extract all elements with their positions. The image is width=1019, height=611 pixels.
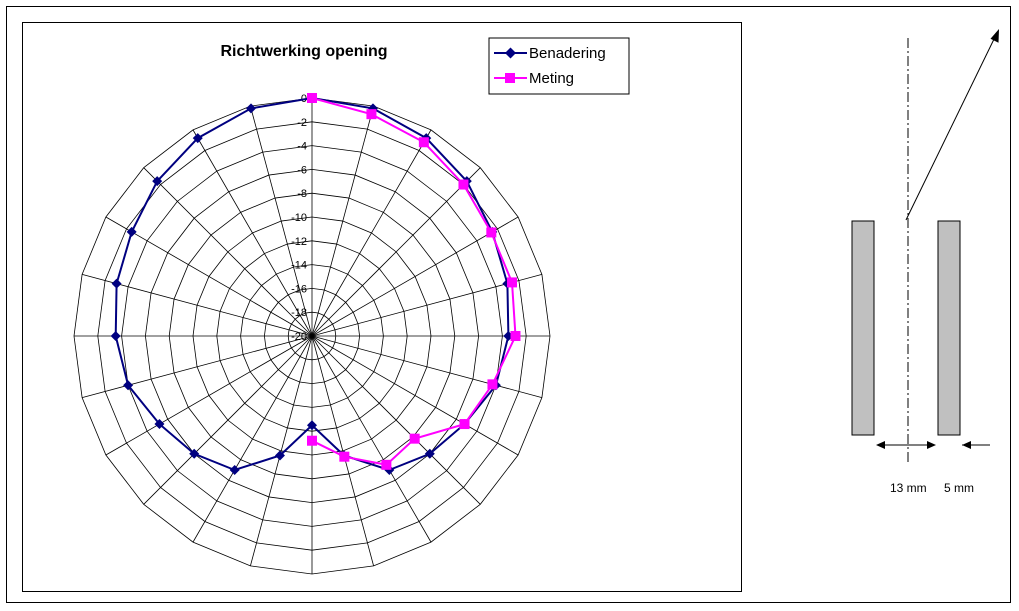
grid-spoke <box>143 167 313 337</box>
legend: Benadering Meting <box>488 37 630 95</box>
data-point-meting <box>307 93 317 103</box>
gap-arrow-left <box>876 441 885 449</box>
grid-spoke <box>250 335 313 566</box>
grid-spoke <box>311 216 519 337</box>
data-point-meting <box>510 331 521 341</box>
radial-tick-label: -2 <box>297 117 307 129</box>
series-layer <box>110 93 521 475</box>
series-line-meting <box>311 97 517 466</box>
legend-label-meting: Meting <box>529 70 574 87</box>
radial-tick-label: -8 <box>297 188 307 200</box>
data-point-benadering <box>189 448 200 459</box>
data-point-benadering <box>111 278 122 289</box>
grid-spoke <box>192 335 313 543</box>
grid-spoke <box>311 335 542 398</box>
radial-tick-label: -6 <box>297 164 307 176</box>
radial-tick-label: -16 <box>291 283 307 295</box>
wall-dimension-label: 5 mm <box>944 481 974 495</box>
data-point-meting <box>366 109 377 120</box>
chart-title: Richtwerking opening <box>220 43 387 60</box>
grid-spoke <box>192 129 313 337</box>
left-wall <box>851 220 875 436</box>
gap-arrow-right <box>927 441 936 449</box>
data-point-meting <box>381 459 392 470</box>
polar-grid <box>73 97 551 575</box>
grid-spoke <box>105 216 313 337</box>
radial-tick-labels: 0-2-4-6-8-10-12-14-16-18-20 <box>291 93 307 343</box>
radial-tick-label: -4 <box>297 141 307 153</box>
data-point-meting <box>459 419 470 430</box>
page-frame <box>6 6 1011 603</box>
grid-spoke <box>311 167 481 337</box>
data-point-benadering <box>307 420 317 431</box>
chart-frame <box>22 22 742 592</box>
grid-spoke <box>143 335 313 505</box>
grid-spoke <box>311 335 374 566</box>
gap-dimension-label: 13 mm <box>890 481 927 495</box>
data-point-meting <box>458 179 469 190</box>
legend-marker-meting <box>505 73 515 83</box>
data-point-meting <box>418 137 429 148</box>
grid-spoke <box>311 106 374 337</box>
grid-spoke <box>105 335 313 456</box>
grid-spoke <box>311 335 519 456</box>
data-point-meting <box>307 435 317 446</box>
legend-label-benadering: Benadering <box>529 45 606 62</box>
grid-spoke <box>311 335 481 505</box>
data-point-benadering <box>192 133 203 144</box>
data-point-meting <box>507 277 518 288</box>
data-point-benadering <box>126 226 137 237</box>
data-point-benadering <box>274 450 285 461</box>
grid-spoke <box>82 335 313 398</box>
data-point-benadering <box>152 176 163 187</box>
data-point-benadering <box>229 464 240 475</box>
grid-spoke <box>311 335 432 543</box>
radial-tick-label: -20 <box>291 331 307 343</box>
data-point-meting <box>409 433 420 444</box>
opening-diagram: 13 mm 5 mm <box>851 29 999 495</box>
data-point-meting <box>487 379 498 390</box>
data-point-benadering <box>110 331 121 341</box>
data-point-benadering <box>123 380 134 391</box>
grid-spoke <box>250 106 313 337</box>
data-point-meting <box>486 227 497 238</box>
direction-arrow-line <box>905 34 997 221</box>
data-point-benadering <box>424 448 435 459</box>
radial-tick-label: -12 <box>291 236 307 248</box>
direction-arrow-head <box>990 29 999 43</box>
radial-tick-label: -14 <box>291 260 307 272</box>
radial-tick-label: -10 <box>291 212 307 224</box>
wall-arrow <box>962 441 971 449</box>
legend-box <box>488 37 630 95</box>
grid-spoke <box>311 129 432 337</box>
legend-marker-benadering <box>505 47 516 59</box>
right-wall <box>937 220 961 436</box>
radial-tick-label: -18 <box>291 307 307 319</box>
data-point-benadering <box>154 419 165 430</box>
data-point-meting <box>339 451 350 462</box>
data-point-benadering <box>246 103 257 114</box>
